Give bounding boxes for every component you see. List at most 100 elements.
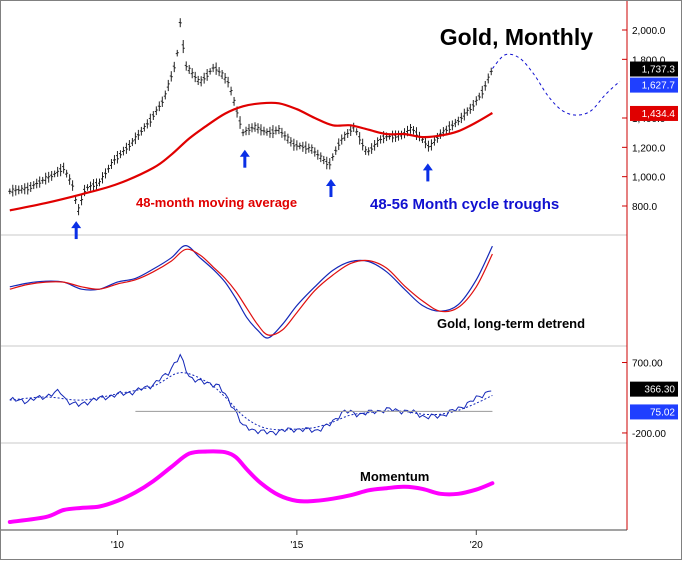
price-bar [253,122,257,132]
detrend-label: Gold, long-term detrend [437,316,585,331]
price-bar [14,185,18,196]
price-bar [190,68,194,79]
price-bar [319,152,323,163]
price-bar [112,155,116,165]
price-bar [47,171,51,183]
price-bar [456,116,460,126]
price-bar [271,125,275,139]
price-tick-label: 800.0 [632,202,657,213]
price-bar [208,68,212,75]
price-bar [370,143,374,154]
price-bar [286,133,290,144]
price-tag-label: 366.30 [644,385,675,396]
price-bar [32,181,36,190]
price-bar [289,137,293,147]
price-tag-box [630,404,678,420]
price-bar [169,71,173,82]
price-bar [376,137,380,148]
price-bar [292,138,296,151]
price-bar [181,39,185,54]
price-bar [23,183,27,195]
price-bar [124,142,128,154]
cycle-trough-arrow [71,221,82,240]
price-lines [9,53,621,212]
price-bar [166,79,170,92]
price-bar [471,100,475,111]
price-bar [68,174,72,185]
price-bar [468,103,472,114]
price-bar [316,149,320,160]
price-bar [435,132,439,143]
price-bar [379,135,383,144]
price-bar [450,120,454,131]
price-tag: 1,434.4 [630,105,678,121]
price-bar [483,80,487,91]
cycle-trough-arrows [71,149,433,240]
oscillator-average-line [9,372,493,431]
momentum-line [7,449,495,524]
price-bar [160,96,164,107]
price-bar [151,111,155,120]
price-bar [98,178,102,187]
price-bar [62,162,66,174]
price-bar [17,185,21,195]
price-bar [74,196,78,204]
price-bar [38,176,42,188]
moving-average-label: 48-month moving average [136,195,297,210]
price-bar [133,132,137,145]
detrend-lines [9,244,493,339]
detrend-smoothed-line [9,248,493,336]
price-bar [154,106,158,116]
price-bar [80,194,84,206]
price-bar [56,166,60,177]
price-bar [26,182,30,195]
price-tick-label: 1,800.0 [632,55,666,66]
price-tag: 1,627.7 [630,77,678,93]
price-bar [244,126,248,136]
price-bar [340,134,344,145]
time-axis-ticks: '10 '15 '20 [111,530,483,551]
price-bar [423,137,427,149]
moving-average-line [9,101,493,212]
momentum-label: Momentum [360,469,429,484]
price-bar [145,119,149,129]
price-bar [477,92,481,101]
price-bar [453,118,457,128]
price-bar [268,126,272,138]
price-bar [313,147,317,157]
price-bar [310,144,314,154]
price-bar [444,125,448,134]
price-bar [238,116,242,129]
price-bar [486,73,490,84]
price-bar [295,140,299,151]
price-tag: 75.02 [630,404,678,420]
price-bar [41,176,45,184]
price-bar [307,143,311,153]
price-bar [172,61,176,73]
price-tick-label: 2,000.0 [632,26,666,37]
price-bar [86,184,90,191]
oscillator-lines [9,353,493,436]
time-tick-label: '20 [470,540,483,551]
price-bar [29,181,33,192]
price-tags: 1,737.3 1,627.7 1,434.4 366.30 75.02 [630,61,678,420]
oscillator-tick-label: 700.00 [632,359,663,370]
price-bar [465,107,469,116]
price-bar [202,72,206,84]
price-bar [280,127,284,138]
price-bar [343,131,347,141]
price-bar [217,67,221,77]
price-bar [304,141,308,154]
price-bar [373,140,377,151]
price-bar [223,73,227,84]
price-bar [262,126,266,136]
price-tick-label: 1,200.0 [632,143,666,154]
price-bar [438,129,442,139]
price-bar [115,151,119,164]
price-bar [256,123,260,134]
price-bar [118,150,122,159]
price-bar [214,62,218,75]
cycle-troughs-label: 48-56 Month cycle troughs [370,196,559,213]
